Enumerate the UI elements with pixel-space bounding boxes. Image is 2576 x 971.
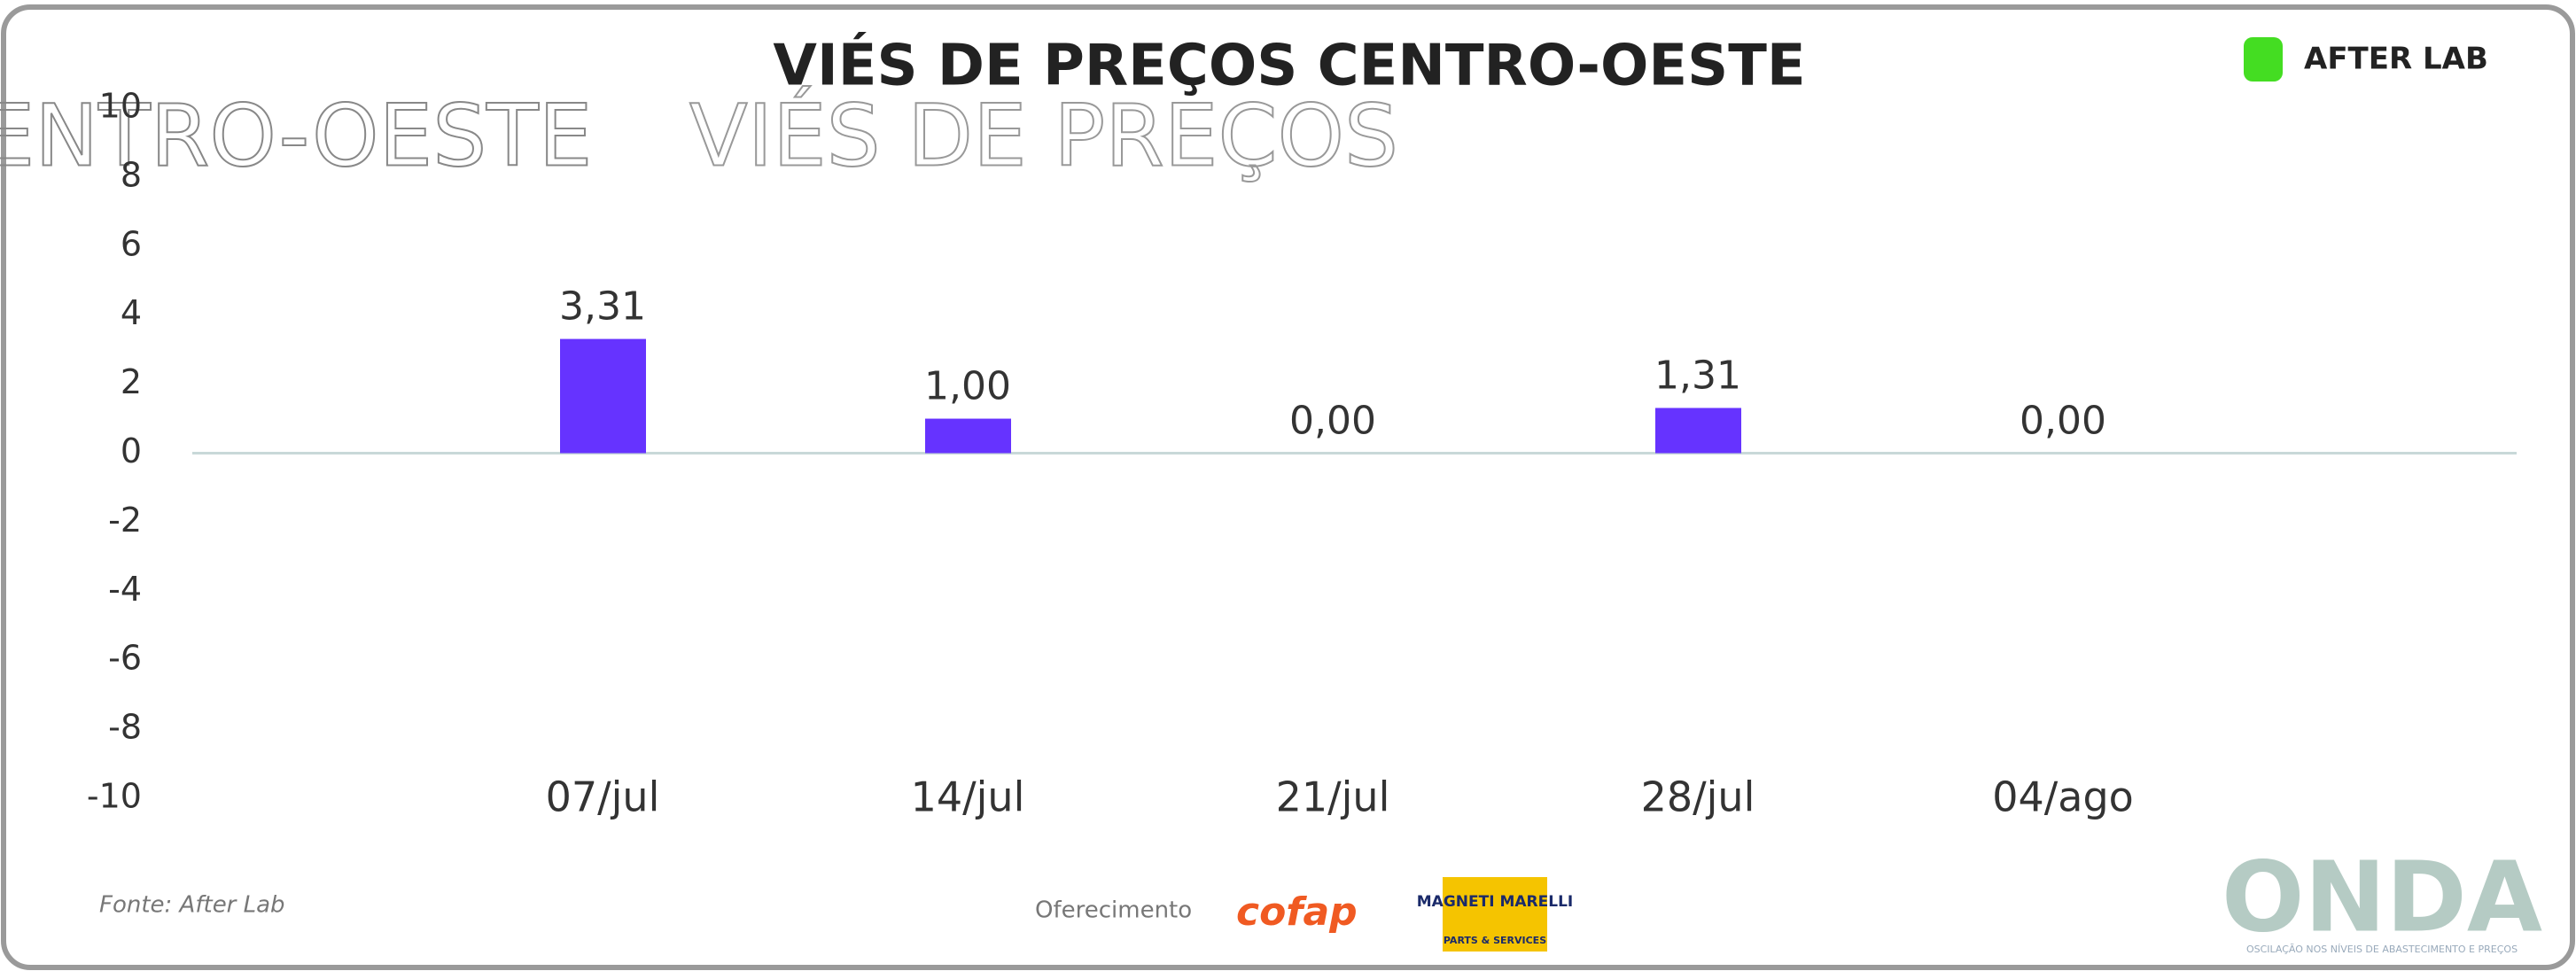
value-label: 0,00 [1289, 399, 1376, 444]
logo: ONDA [2222, 840, 2542, 953]
logo-tagline: OSCILAÇÃO NOS NÍVEIS DE ABASTECIMENTO E … [2246, 944, 2518, 955]
value-label: 3,31 [559, 284, 646, 330]
brand: AFTER LAB [2304, 42, 2488, 77]
x-tick-label: 04/ago [1992, 773, 2134, 821]
sponsor-parts: PARTS & SERVICES [1444, 935, 1546, 946]
x-tick-label: 21/jul [1276, 773, 1390, 821]
y-tick-label: 4 [121, 293, 142, 332]
value-label: 1,00 [924, 364, 1011, 409]
x-tick-label: 28/jul [1641, 773, 1755, 821]
y-tick-label: -6 [108, 639, 142, 678]
value-label: 1,31 [1654, 353, 1741, 398]
sponsor-cofap: cofap [1236, 889, 1358, 935]
sponsor-box [1443, 877, 1547, 952]
frame [1, 4, 2575, 970]
x-tick-label: 14/jul [911, 773, 1025, 821]
bar [560, 338, 646, 454]
source: Fonte: After Lab [99, 892, 285, 919]
value-label: 0,00 [2020, 399, 2106, 444]
ghost-text: VIÉS DE PREÇOS [689, 85, 1398, 185]
y-tick-label: 0 [121, 431, 142, 470]
x-tick-label: 07/jul [546, 773, 660, 821]
y-tick-label: 6 [121, 224, 142, 263]
sponsor-label: Oferecimento [1035, 897, 1192, 924]
y-tick-label: 8 [121, 155, 142, 194]
y-tick-label: -4 [108, 570, 142, 609]
ghost-text: CENTRO-OESTE [0, 86, 592, 185]
y-tick-label: -2 [108, 501, 142, 540]
y-tick-label: 10 [99, 87, 142, 126]
y-tick-label: -8 [108, 708, 142, 747]
chart-title: VIÉS DE PREÇOS CENTRO-OESTE [773, 32, 1805, 99]
bar [1655, 408, 1741, 454]
y-tick-label: -10 [87, 777, 142, 816]
y-tick-label: 2 [121, 362, 142, 401]
bar [925, 418, 1011, 454]
brand-icon [2244, 37, 2283, 82]
sponsor-magneti: MAGNETI MARELLI [1417, 893, 1573, 911]
